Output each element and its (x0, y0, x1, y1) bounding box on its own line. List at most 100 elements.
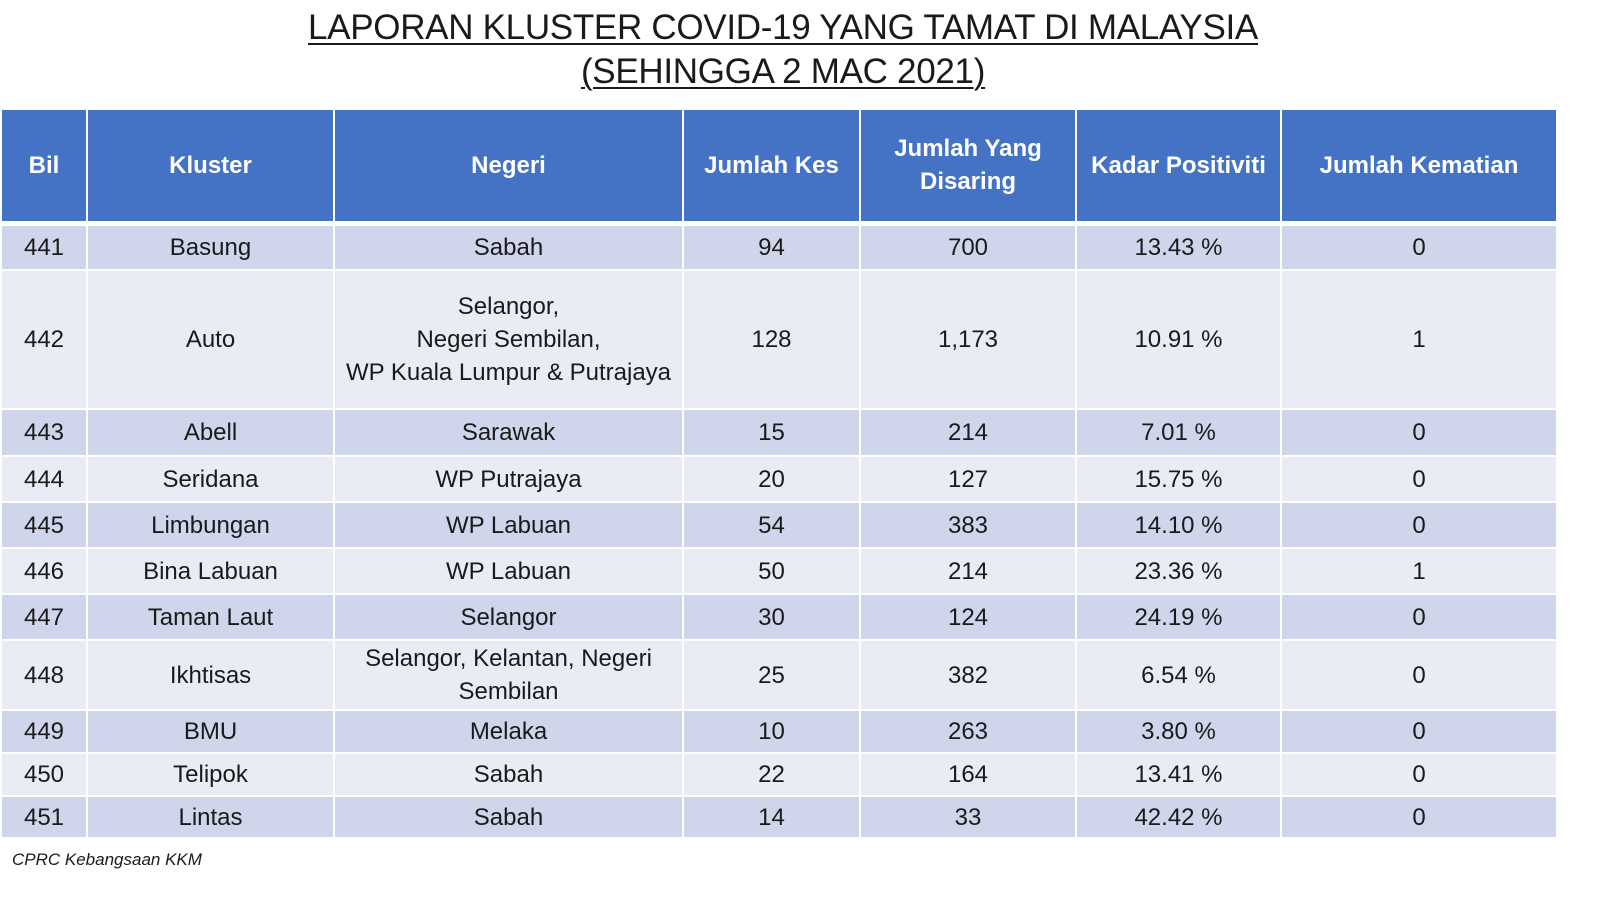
cell-kluster: BMU (86, 709, 335, 754)
cluster-report-table: Bil Kluster Negeri Jumlah Kes Jumlah Yan… (0, 108, 1558, 839)
negeri-line: Selangor, Kelantan, Negeri (365, 645, 652, 672)
source-footnote: CPRC Kebangsaan KKM (12, 850, 202, 869)
cell-kadar-positiviti: 3.80 % (1075, 709, 1282, 754)
cell-kadar-positiviti: 13.43 % (1075, 222, 1282, 271)
cell-kadar-positiviti: 6.54 % (1075, 639, 1282, 711)
table-row: 445 Limbungan WP Labuan 54 383 14.10 % 0 (0, 501, 1558, 549)
cell-kluster: Ikhtisas (86, 639, 335, 711)
cell-bil: 450 (0, 752, 88, 797)
cell-negeri: Sabah (333, 795, 684, 839)
table-row: 451 Lintas Sabah 14 33 42.42 % 0 (0, 795, 1558, 839)
cell-jumlah-kematian: 0 (1280, 501, 1558, 549)
cell-jumlah-disaring: 127 (859, 455, 1077, 503)
cell-jumlah-kematian: 0 (1280, 709, 1558, 754)
cell-jumlah-kes: 22 (682, 752, 861, 797)
cell-jumlah-kematian: 0 (1280, 639, 1558, 711)
cell-jumlah-kes: 25 (682, 639, 861, 711)
cell-negeri: Sabah (333, 752, 684, 797)
cell-jumlah-disaring: 700 (859, 222, 1077, 271)
header-bil: Bil (0, 108, 88, 226)
cell-negeri: WP Putrajaya (333, 455, 684, 503)
cell-jumlah-disaring: 124 (859, 593, 1077, 641)
cell-jumlah-disaring: 33 (859, 795, 1077, 839)
cell-kluster: Auto (86, 269, 335, 410)
cell-jumlah-kes: 50 (682, 547, 861, 595)
table-row: 448 Ikhtisas Selangor, Kelantan, Negeri … (0, 639, 1558, 711)
cell-jumlah-kes: 10 (682, 709, 861, 754)
cell-jumlah-kematian: 0 (1280, 593, 1558, 641)
cell-jumlah-kes: 30 (682, 593, 861, 641)
cell-kadar-positiviti: 10.91 % (1075, 269, 1282, 410)
page-title: LAPORAN KLUSTER COVID-19 YANG TAMAT DI M… (0, 6, 1566, 94)
table-row: 443 Abell Sarawak 15 214 7.01 % 0 (0, 408, 1558, 457)
cell-jumlah-disaring: 1,173 (859, 269, 1077, 410)
cell-negeri: Sabah (333, 222, 684, 271)
table-row: 441 Basung Sabah 94 700 13.43 % 0 (0, 222, 1558, 271)
cell-jumlah-disaring: 383 (859, 501, 1077, 549)
title-line-1: LAPORAN KLUSTER COVID-19 YANG TAMAT DI M… (308, 8, 1258, 47)
negeri-line: WP Kuala Lumpur & Putrajaya (345, 359, 672, 386)
negeri-line: WP Putrajaya (435, 465, 582, 493)
cell-kadar-positiviti: 13.41 % (1075, 752, 1282, 797)
table-row: 446 Bina Labuan WP Labuan 50 214 23.36 %… (0, 547, 1558, 595)
negeri-line: Sembilan (458, 678, 559, 705)
header-kluster: Kluster (86, 108, 335, 226)
cell-jumlah-kes: 14 (682, 795, 861, 839)
table-row: 444 Seridana WP Putrajaya 20 127 15.75 %… (0, 455, 1558, 503)
negeri-line: WP Labuan (446, 557, 571, 585)
cell-bil: 448 (0, 639, 88, 711)
cell-kadar-positiviti: 15.75 % (1075, 455, 1282, 503)
cell-jumlah-disaring: 164 (859, 752, 1077, 797)
negeri-line: Sabah (473, 233, 544, 261)
cell-jumlah-kes: 94 (682, 222, 861, 271)
cell-jumlah-kematian: 0 (1280, 752, 1558, 797)
header-jumlah-kematian: Jumlah Kematian (1280, 108, 1558, 226)
cell-bil: 441 (0, 222, 88, 271)
cell-kadar-positiviti: 42.42 % (1075, 795, 1282, 839)
cell-jumlah-disaring: 214 (859, 547, 1077, 595)
header-kadar-positiviti: Kadar Positiviti (1075, 108, 1282, 226)
table-row: 449 BMU Melaka 10 263 3.80 % 0 (0, 709, 1558, 754)
cell-kluster: Abell (86, 408, 335, 457)
cell-jumlah-disaring: 263 (859, 709, 1077, 754)
cell-kluster: Limbungan (86, 501, 335, 549)
cell-negeri: Sarawak (333, 408, 684, 457)
header-negeri: Negeri (333, 108, 684, 226)
cell-jumlah-kes: 15 (682, 408, 861, 457)
cell-negeri: Selangor, Negeri Sembilan, WP Kuala Lump… (333, 269, 684, 410)
cell-jumlah-kematian: 0 (1280, 408, 1558, 457)
cell-jumlah-disaring: 214 (859, 408, 1077, 457)
cell-kadar-positiviti: 7.01 % (1075, 408, 1282, 457)
negeri-line: Selangor, (457, 293, 560, 320)
cell-bil: 446 (0, 547, 88, 595)
table-row: 447 Taman Laut Selangor 30 124 24.19 % 0 (0, 593, 1558, 641)
cell-kadar-positiviti: 24.19 % (1075, 593, 1282, 641)
cell-bil: 443 (0, 408, 88, 457)
cell-jumlah-kematian: 1 (1280, 547, 1558, 595)
cell-kluster: Seridana (86, 455, 335, 503)
cell-bil: 451 (0, 795, 88, 839)
cell-kadar-positiviti: 23.36 % (1075, 547, 1282, 595)
table-header-row: Bil Kluster Negeri Jumlah Kes Jumlah Yan… (0, 108, 1558, 226)
cell-jumlah-kes: 128 (682, 269, 861, 410)
negeri-line: Negeri Sembilan, (416, 326, 601, 353)
cell-negeri: WP Labuan (333, 547, 684, 595)
negeri-line: Selangor (460, 603, 557, 631)
cell-bil: 445 (0, 501, 88, 549)
cell-kluster: Lintas (86, 795, 335, 839)
cell-jumlah-disaring: 382 (859, 639, 1077, 711)
cell-negeri: Melaka (333, 709, 684, 754)
cell-kluster: Taman Laut (86, 593, 335, 641)
cell-kluster: Telipok (86, 752, 335, 797)
table-row: 442 Auto Selangor, Negeri Sembilan, WP K… (0, 269, 1558, 410)
cell-jumlah-kematian: 0 (1280, 222, 1558, 271)
cell-kluster: Bina Labuan (86, 547, 335, 595)
cell-kadar-positiviti: 14.10 % (1075, 501, 1282, 549)
cell-jumlah-kematian: 0 (1280, 795, 1558, 839)
cell-negeri: Selangor, Kelantan, Negeri Sembilan (333, 639, 684, 711)
negeri-line: Sabah (473, 761, 544, 788)
cell-bil: 444 (0, 455, 88, 503)
header-jumlah-disaring: Jumlah Yang Disaring (859, 108, 1077, 226)
cell-jumlah-kes: 20 (682, 455, 861, 503)
negeri-line: WP Labuan (446, 511, 571, 539)
